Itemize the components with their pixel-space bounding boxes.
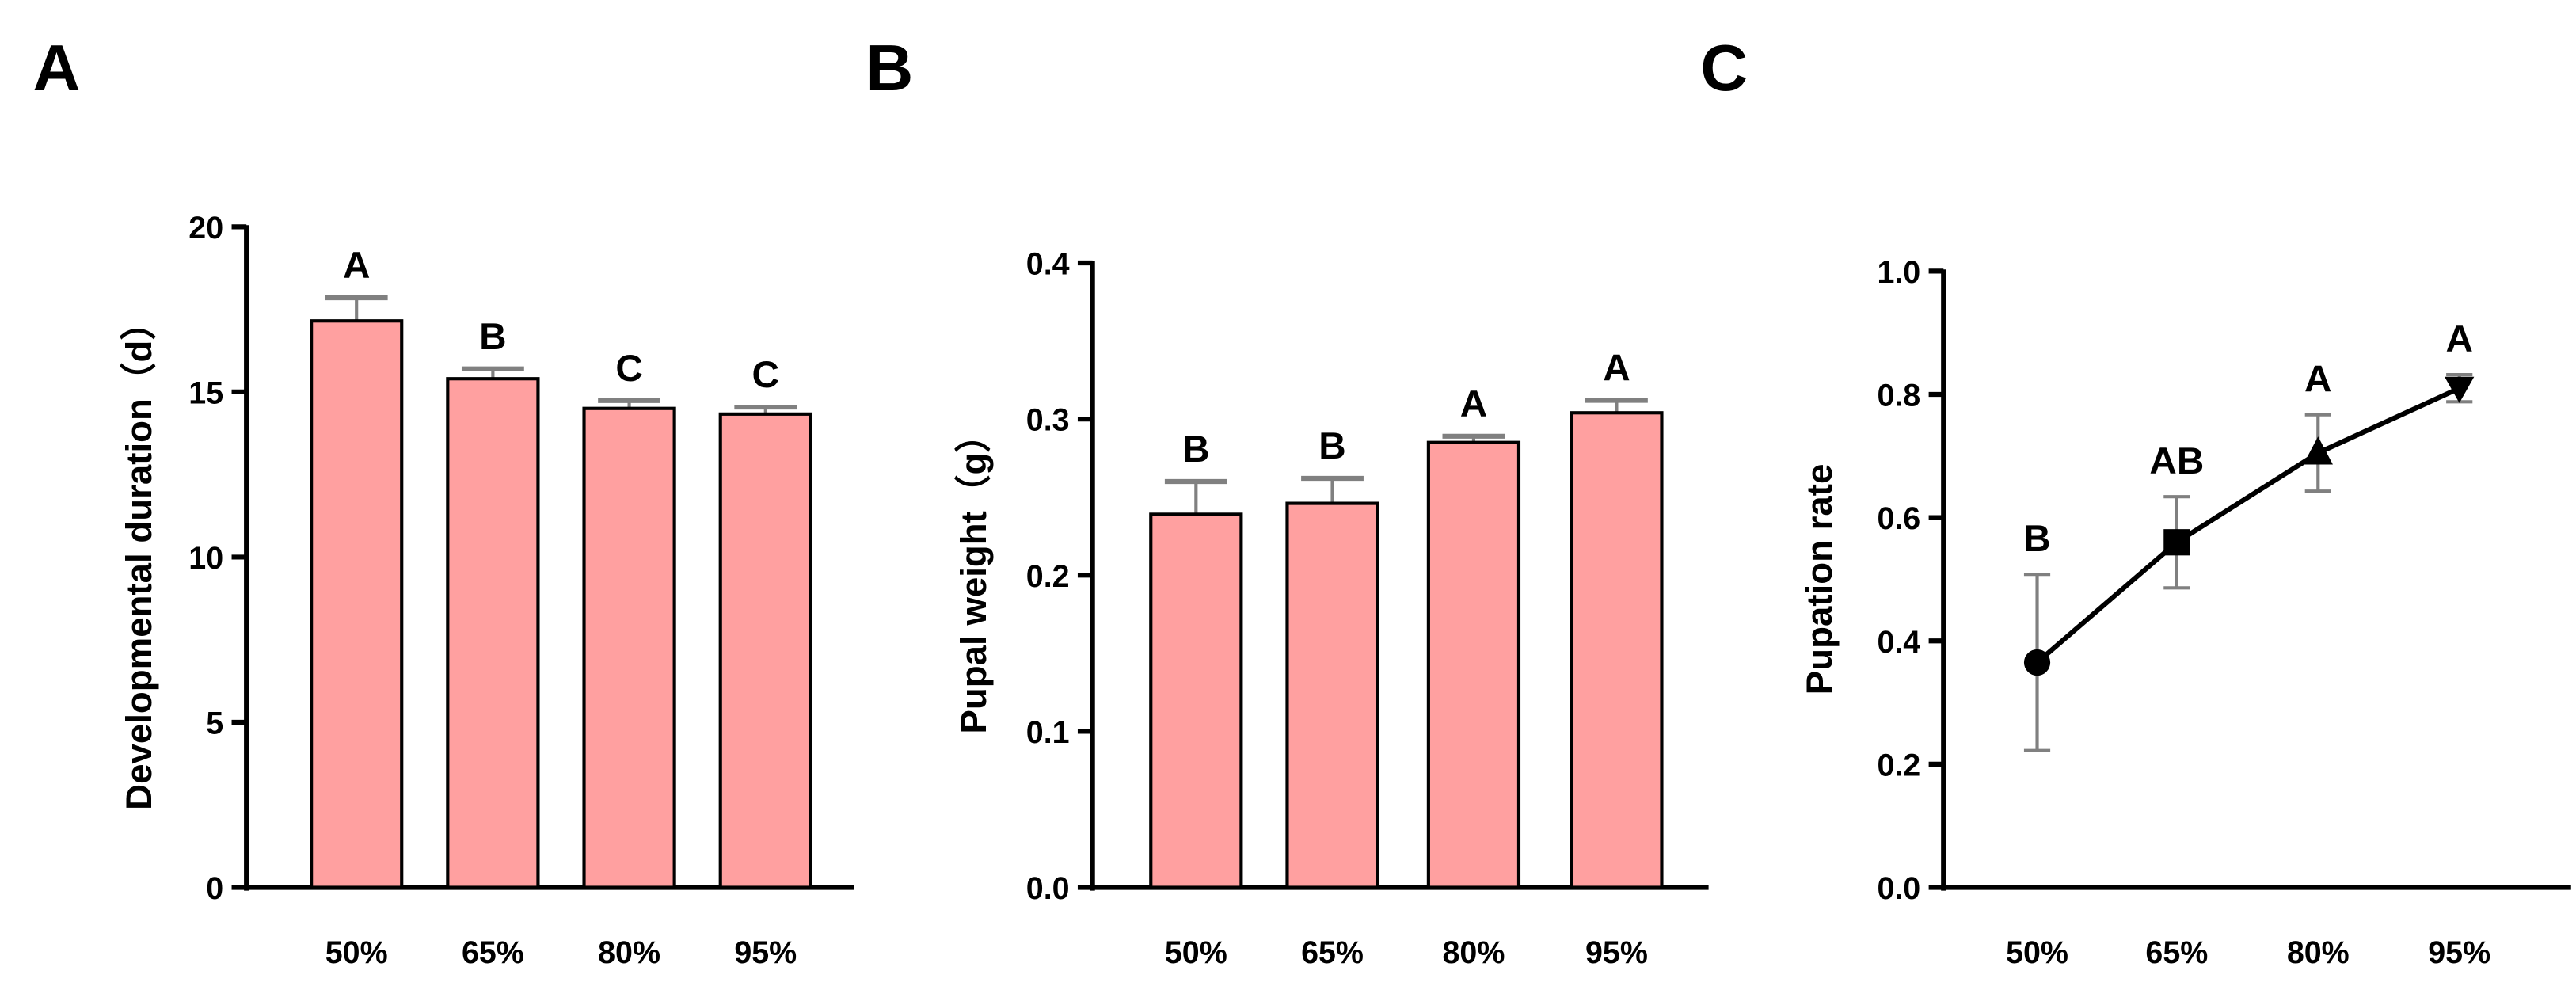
significance-label: A xyxy=(1460,383,1487,425)
significance-label: AB xyxy=(2149,440,2204,482)
y-tick-label: 0.1 xyxy=(1026,715,1070,750)
y-tick-label: 0.4 xyxy=(1026,247,1070,282)
x-tick-label: 95% xyxy=(1585,935,1648,970)
bar xyxy=(1570,411,1664,889)
y-axis-label: Pupation rate xyxy=(1799,464,1840,695)
data-line xyxy=(2035,386,2460,664)
x-tick-label: 65% xyxy=(2145,935,2208,970)
bar xyxy=(1426,440,1521,889)
y-tick-label: 0 xyxy=(206,871,223,906)
y-tick-label: 0.0 xyxy=(1877,871,1920,906)
y-tick-label: 1.0 xyxy=(1877,255,1920,290)
x-tick-label: 65% xyxy=(1301,935,1364,970)
x-tick-label: 50% xyxy=(325,935,388,970)
significance-label: B xyxy=(479,316,506,358)
x-tick-label: 95% xyxy=(2428,935,2490,970)
y-tick-label: 0.0 xyxy=(1026,871,1070,906)
significance-label: C xyxy=(752,354,779,396)
x-tick-label: 65% xyxy=(462,935,524,970)
panel-label: B xyxy=(866,31,913,105)
significance-label: B xyxy=(2023,518,2050,560)
x-tick-label: 95% xyxy=(734,935,797,970)
y-tick-label: 0.2 xyxy=(1026,559,1070,594)
y-tick-label: 0.6 xyxy=(1877,501,1920,536)
y-tick-label: 10 xyxy=(188,541,223,576)
bar xyxy=(446,377,540,889)
panel-b: B 0.0 0.1 0.2 0.3 0.4 50% 65% 80% 95% Pupal weight… xyxy=(866,31,1709,970)
bar xyxy=(1285,501,1379,889)
panel-c: C 0.0 0.2 0.4 0.6 0.8 1.0 50% 65% 80% 95% Pupation … xyxy=(1700,31,2571,970)
y-axis-label: Pupal weight（g） xyxy=(953,417,994,734)
data-point xyxy=(2023,649,2051,676)
y-axis-label: Developmental duration（d） xyxy=(119,304,159,810)
y-tick-label: 20 xyxy=(188,211,223,246)
bar xyxy=(582,406,676,889)
bar xyxy=(718,412,812,889)
y-tick-label: 0.2 xyxy=(1877,748,1920,782)
x-tick-label: 80% xyxy=(1442,935,1505,970)
y-tick-label: 0.4 xyxy=(1877,625,1920,660)
panel-label: A xyxy=(32,31,80,105)
data-point xyxy=(2163,529,2190,556)
bar xyxy=(1149,512,1243,889)
data-point xyxy=(2303,436,2333,465)
y-tick-label: 0.3 xyxy=(1026,403,1070,438)
significance-label: C xyxy=(615,348,642,390)
significance-label: A xyxy=(2445,318,2472,360)
data-point xyxy=(2445,376,2475,403)
bar xyxy=(310,319,404,889)
y-tick-label: 0.8 xyxy=(1877,379,1920,413)
significance-label: A xyxy=(2304,359,2331,401)
significance-label: A xyxy=(1603,348,1630,390)
panel-a: A 0 5 10 15 20 50% 65% 80% 95% Developmental durat… xyxy=(32,31,854,970)
x-tick-label: 80% xyxy=(598,935,660,970)
significance-label: B xyxy=(1182,428,1209,470)
y-tick-label: 5 xyxy=(206,706,223,740)
y-tick-label: 15 xyxy=(188,375,223,410)
significance-label: B xyxy=(1318,425,1345,467)
x-tick-label: 50% xyxy=(2006,935,2068,970)
x-tick-label: 80% xyxy=(2287,935,2350,970)
panel-label: C xyxy=(1700,31,1748,105)
x-tick-label: 50% xyxy=(1165,935,1227,970)
significance-label: A xyxy=(343,245,370,287)
